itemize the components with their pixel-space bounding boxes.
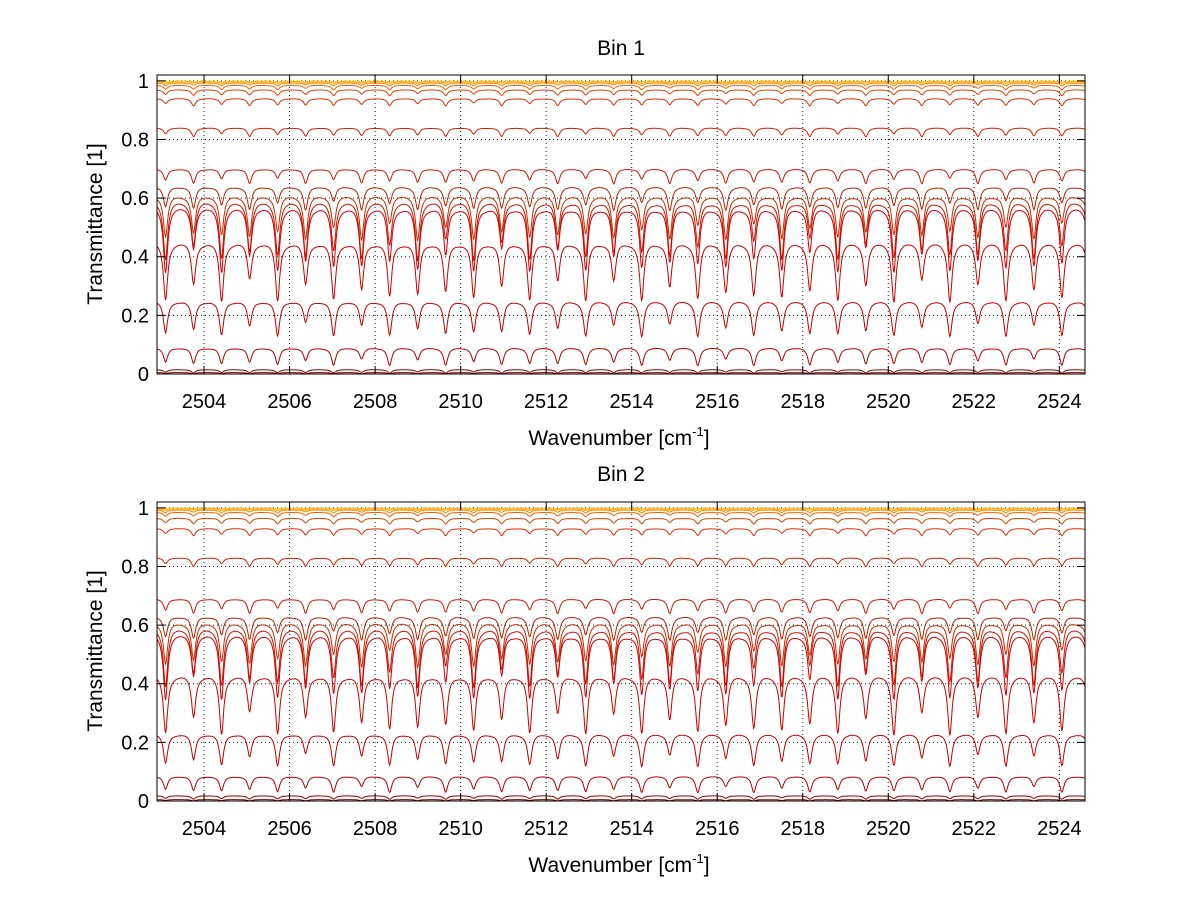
plot-frame [156,74,1086,375]
y-axis-label: Transmittance [1] [84,570,107,731]
tick-marks: 2504 2506 2508 2510 2512 2514 2516 2518 2520 2522… [121,71,1085,413]
series-line-7 [156,196,1086,243]
series-line-8 [156,187,1086,212]
series-line-0 [156,799,1085,802]
x-tick-label: 2510 [438,391,483,413]
chart-title: Bin 2 [597,463,645,486]
y-tick-label: 0 [138,364,149,386]
series-line-15 [157,81,1086,85]
y-tick-label: 0.6 [121,615,149,637]
series-line-14 [157,509,1086,514]
series-line-4 [156,677,1086,736]
y-tick-label: 0.2 [121,305,149,327]
x-tick-label: 2508 [353,391,398,413]
series-line-3 [156,734,1086,768]
series-line-15 [157,508,1086,512]
series-line-1 [157,369,1086,374]
x-tick-label: 2514 [609,818,654,840]
x-tick-label: 2512 [524,818,569,840]
y-tick-label: 0.6 [121,188,149,210]
series-line-12 [156,89,1086,97]
y-axis-label: Transmittance [1] [84,143,107,304]
y-tick-label: 0 [138,791,149,813]
x-tick-label: 2522 [952,818,997,840]
y-tick-label: 0.8 [121,556,149,578]
y-tick-label: 0.2 [121,732,149,754]
series-line-16 [157,507,1085,510]
series-line-1 [157,795,1086,800]
x-tick-label: 2508 [353,818,398,840]
series-line-4 [156,244,1086,304]
subplot-bin-1: Bin 1 2504 2506 2508 2510 2512 2514 2516 2518 25… [84,37,1086,450]
series-group [156,80,1086,375]
x-tick-label: 2522 [952,391,997,413]
x-tick-label: 2516 [695,391,740,413]
x-tick-label: 2510 [438,818,483,840]
y-tick-label: 1 [138,71,149,93]
series-line-2 [156,348,1086,367]
x-axis-label: Wavenumber [cm-1] [528,424,709,450]
x-tick-label: 2506 [267,818,312,840]
series-line-9 [156,169,1086,185]
x-axis-label: Wavenumber [cm-1] [528,851,709,877]
series-line-6 [156,203,1086,262]
x-tick-label: 2520 [866,391,911,413]
y-tick-label: 0.4 [121,674,149,696]
tick-marks: 2504 2506 2508 2510 2512 2514 2516 2518 2520 2522… [121,498,1085,840]
series-line-13 [157,85,1086,91]
x-tick-label: 2504 [182,391,227,413]
x-tick-label: 2512 [524,391,569,413]
plot-frame [156,501,1086,802]
x-tick-label: 2518 [781,391,826,413]
series-line-14 [157,82,1086,87]
series-line-5 [156,209,1086,274]
x-tick-label: 2506 [267,391,312,413]
series-line-11 [156,98,1086,107]
series-line-7 [156,623,1086,670]
series-line-6 [156,630,1086,689]
x-tick-label: 2524 [1037,391,1082,413]
series-line-16 [157,80,1085,83]
series-line-8 [156,616,1086,642]
x-axis-label-sup: -1 [692,424,704,439]
series-line-2 [156,776,1086,794]
series-line-13 [157,512,1086,518]
x-tick-label: 2514 [609,391,654,413]
x-tick-label: 2518 [781,818,826,840]
series-group [156,507,1086,802]
series-line-9 [156,598,1086,615]
y-tick-label: 1 [138,498,149,520]
series-line-10 [156,557,1086,568]
series-line-10 [156,127,1086,138]
x-tick-label: 2504 [182,818,227,840]
series-line-0 [156,372,1085,375]
chart-title: Bin 1 [597,37,645,60]
y-tick-label: 0.4 [121,247,149,269]
series-line-5 [156,636,1086,701]
series-line-12 [157,517,1086,525]
x-tick-label: 2520 [866,818,911,840]
x-tick-label: 2524 [1037,818,1082,840]
x-tick-label: 2516 [695,818,740,840]
y-tick-label: 0.8 [121,129,149,151]
series-line-11 [156,528,1086,537]
series-line-3 [156,302,1086,339]
x-axis-label-sup: -1 [692,851,704,866]
subplot-bin-2: Bin 2 2504 2506 2508 2510 2512 2514 2516 2518 25… [84,463,1086,877]
